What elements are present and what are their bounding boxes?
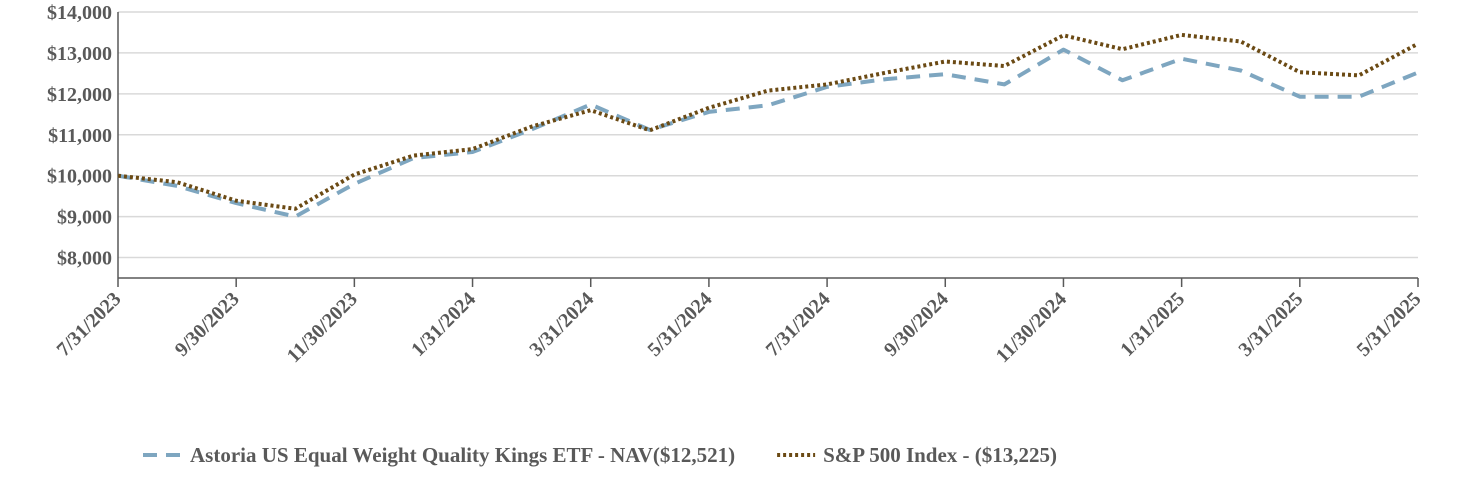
x-tick-label: 11/30/2024 <box>992 288 1071 367</box>
series-line-0 <box>117 47 1419 219</box>
y-tick-label: $8,000 <box>57 248 112 270</box>
x-tick-label: 5/31/2025 <box>1353 288 1426 361</box>
y-tick-label: $14,000 <box>47 2 112 24</box>
y-tick-label: $10,000 <box>47 166 112 188</box>
y-axis-ticks: $8,000 $9,000 $10,000 $11,000 $12,000 $13,000… <box>47 2 112 270</box>
series-lines <box>117 32 1419 219</box>
y-tick-label: $12,000 <box>47 84 112 106</box>
x-axis-ticks: 7/31/2023 9/30/2023 11/30/2023 1/31/2024 3/3… <box>53 278 1426 367</box>
legend-label-sp500: S&P 500 Index - ($13,225) <box>823 443 1057 467</box>
x-tick-label: 1/31/2024 <box>407 288 480 361</box>
x-tick-label: 9/30/2024 <box>880 288 953 361</box>
x-tick-label: 11/30/2023 <box>283 288 362 367</box>
axes <box>117 12 1418 279</box>
x-tick-label: 1/31/2025 <box>1116 288 1189 361</box>
y-tick-label: $13,000 <box>47 43 112 65</box>
y-tick-label: $11,000 <box>48 125 112 147</box>
series-line-1 <box>117 32 1419 211</box>
legend-label-nav: Astoria US Equal Weight Quality Kings ET… <box>190 443 735 467</box>
x-tick-label: 7/31/2023 <box>53 288 126 361</box>
x-tick-label: 9/30/2023 <box>171 288 244 361</box>
y-tick-label: $9,000 <box>57 207 112 229</box>
x-tick-label: 7/31/2024 <box>762 288 835 361</box>
legend: Astoria US Equal Weight Quality Kings ET… <box>143 443 1057 467</box>
x-tick-label: 3/31/2024 <box>525 288 598 361</box>
gridlines <box>118 11 1418 259</box>
x-tick-label: 5/31/2024 <box>644 288 717 361</box>
x-tick-label: 3/31/2025 <box>1234 288 1307 361</box>
